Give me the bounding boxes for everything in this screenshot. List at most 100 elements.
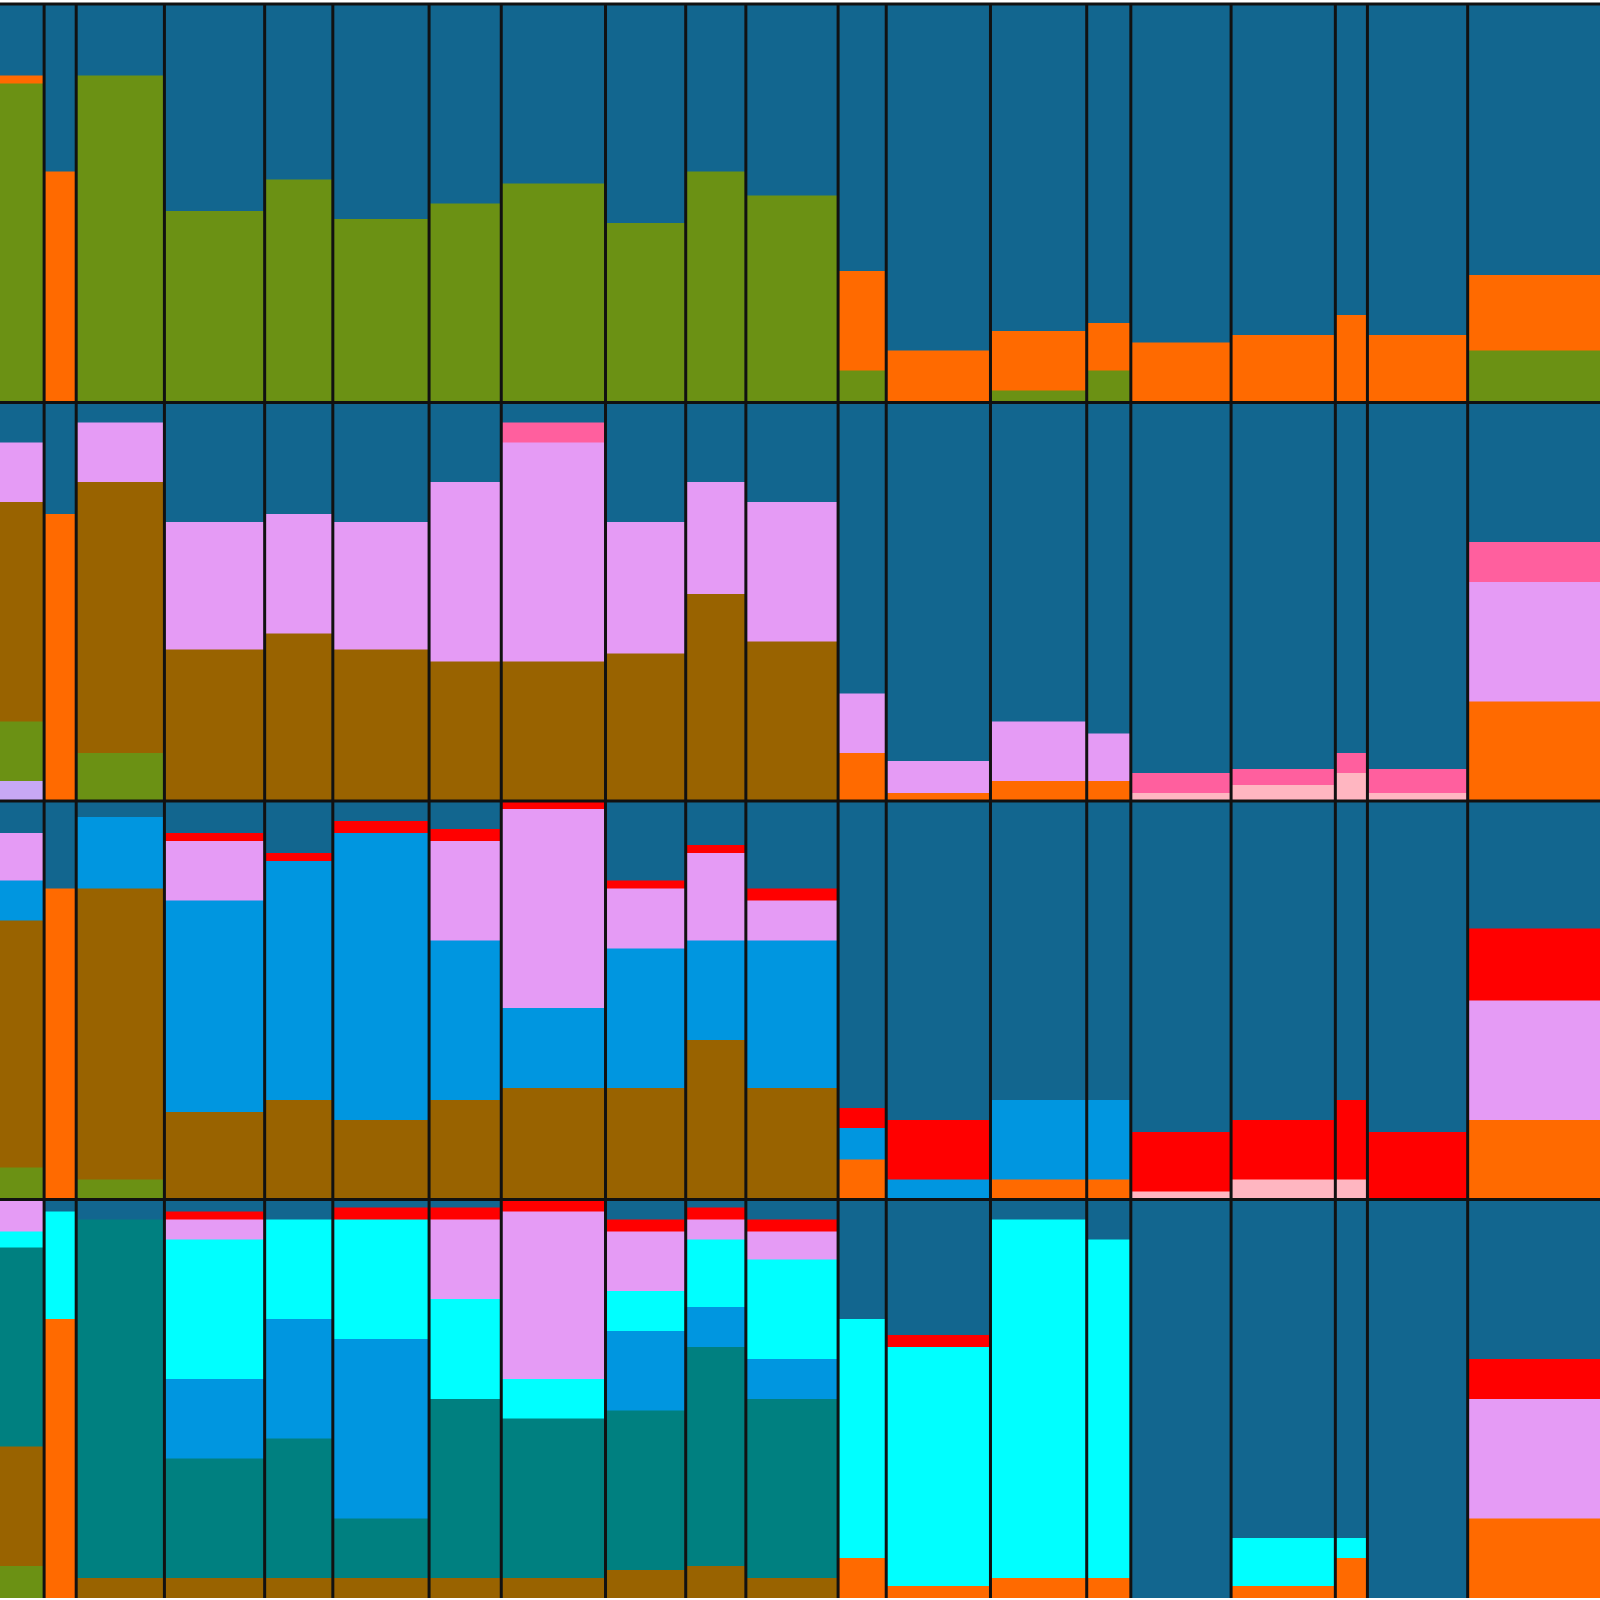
admixture-segment [501, 4, 607, 184]
admixture-segment [429, 1398, 502, 1579]
admixture-segment [745, 1231, 839, 1260]
admixture-segment [0, 75, 45, 84]
admixture-segment [1335, 4, 1368, 315]
admixture-segment [1086, 1099, 1132, 1180]
admixture-segment [164, 1578, 266, 1598]
admixture-segment [990, 402, 1088, 722]
admixture-segment [685, 801, 747, 845]
admixture-segment [164, 1458, 266, 1579]
admixture-segment [685, 1239, 747, 1308]
admixture-segment [1367, 1199, 1469, 1598]
admixture-segment [990, 781, 1088, 801]
admixture-segment [332, 1207, 430, 1220]
admixture-segment [429, 661, 502, 801]
admixture-segment [1231, 1199, 1336, 1539]
admixture-segment [745, 4, 839, 196]
admixture-segment [605, 888, 687, 949]
admixture-segment [685, 1566, 747, 1598]
admixture-segment [990, 721, 1088, 782]
admixture-segment [1467, 1000, 1600, 1120]
admixture-segment [838, 1107, 887, 1128]
admixture-segment [685, 852, 747, 941]
admixture-segment [605, 522, 687, 654]
admixture-segment [990, 330, 1088, 391]
admixture-segment [0, 1446, 45, 1567]
admixture-segment [0, 83, 45, 403]
admixture-segment [838, 801, 887, 1108]
admixture-segment [44, 402, 77, 515]
admixture-segment [605, 880, 687, 889]
admixture-segment [76, 75, 165, 403]
admixture-segment [264, 1319, 334, 1439]
admixture-segment [0, 1247, 45, 1447]
admixture-segment [605, 948, 687, 1088]
admixture-segment [1467, 350, 1600, 403]
admixture-segment [745, 1578, 839, 1598]
admixture-segment [1130, 793, 1232, 801]
admixture-segment [332, 1119, 430, 1200]
admixture-segment [745, 1358, 839, 1399]
admixture-segment [332, 820, 430, 833]
admixture-segment [429, 4, 502, 204]
admixture-segment [1367, 801, 1469, 1132]
admixture-segment [886, 801, 991, 1120]
admixture-segment [1367, 1131, 1469, 1200]
admixture-segment [605, 801, 687, 881]
admixture-segment [1467, 541, 1600, 582]
admixture-segment [44, 514, 77, 801]
admixture-segment [501, 661, 607, 801]
admixture-segment [264, 514, 334, 634]
admixture-segment [0, 920, 45, 1168]
admixture-segment [429, 1099, 502, 1200]
admixture-segment [1231, 785, 1336, 801]
admixture-segment [332, 1199, 430, 1208]
admixture-segment [76, 402, 165, 423]
admixture-segment [1367, 793, 1469, 801]
admixture-segment [838, 1127, 887, 1160]
admixture-segment [1231, 801, 1336, 1120]
admixture-segment [332, 832, 430, 1120]
admixture-segment [429, 203, 502, 403]
admixture-segment [501, 1008, 607, 1088]
admixture-segment [264, 179, 334, 403]
admixture-segment [990, 801, 1088, 1100]
admixture-segment [429, 840, 502, 941]
admixture-segment [1231, 1586, 1336, 1598]
admixture-segment [332, 219, 430, 403]
admixture-segment [1467, 274, 1600, 351]
admixture-segment [605, 1410, 687, 1571]
admixture-segment [990, 1219, 1088, 1579]
admixture-segment [44, 1211, 77, 1320]
admixture-segment [685, 1207, 747, 1220]
admixture-segment [990, 1578, 1088, 1598]
admixture-segment [1467, 1518, 1600, 1598]
admixture-segment [1467, 1119, 1600, 1200]
admixture-segment [1130, 801, 1232, 1132]
admixture-segment [745, 900, 839, 941]
admixture-segment [429, 1207, 502, 1220]
admixture-segment [838, 370, 887, 403]
admixture-segment [605, 4, 687, 224]
admixture-segment [0, 801, 45, 833]
admixture-segment [685, 1346, 747, 1567]
admixture-segment [264, 402, 334, 515]
admixture-segment [76, 1219, 165, 1579]
admixture-segment [1231, 1119, 1336, 1180]
admixture-segment [1231, 4, 1336, 335]
admixture-segment [685, 940, 747, 1041]
admixture-segment [332, 4, 430, 220]
admixture-segment [0, 880, 45, 921]
admixture-segment [838, 1199, 887, 1320]
admixture-segment [164, 649, 266, 801]
admixture-segment [1086, 322, 1132, 371]
admixture-segment [164, 522, 266, 650]
admixture-segment [685, 1199, 747, 1208]
admixture-segment [1335, 1538, 1368, 1559]
admixture-segment [745, 1398, 839, 1579]
admixture-segment [429, 1299, 502, 1399]
admixture-segment [685, 1307, 747, 1347]
admixture-segment [1467, 1398, 1600, 1519]
admixture-segment [76, 816, 165, 889]
